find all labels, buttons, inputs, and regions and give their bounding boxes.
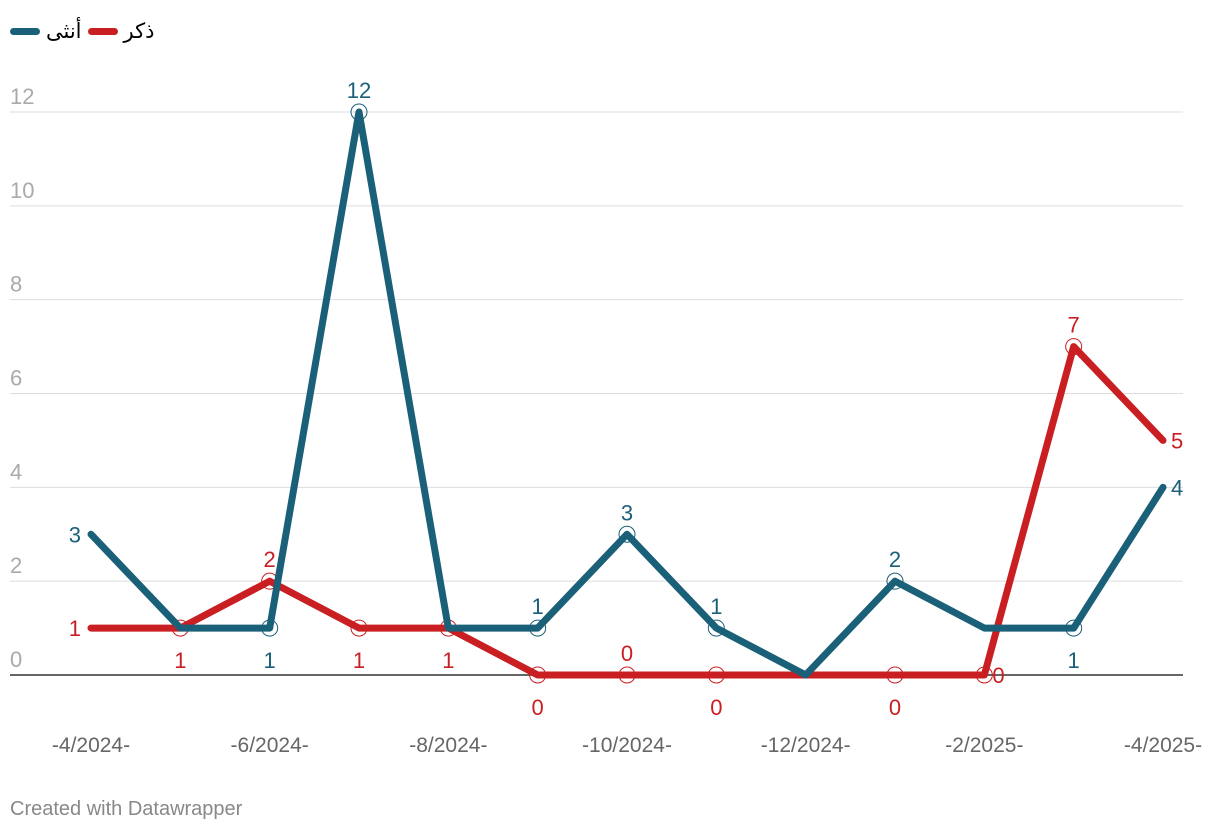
legend-swatch-male: [87, 27, 118, 35]
data-point-male: [350, 619, 368, 637]
x-tick-label: -4/2024-: [52, 734, 130, 757]
data-point-female: [261, 619, 279, 637]
data-label-female: 12: [347, 78, 371, 103]
data-label-male: 7: [1068, 313, 1080, 338]
x-tick-label: -6/2024-: [231, 734, 309, 757]
data-label-female: 1: [1068, 648, 1080, 673]
data-label-female: 3: [69, 522, 81, 547]
data-point-male: [975, 666, 993, 684]
data-label-male: 2: [264, 547, 276, 572]
data-label-female: 1: [710, 594, 722, 619]
y-tick-label: 10: [10, 178, 34, 203]
data-point-female: [707, 619, 725, 637]
data-label-male: 0: [621, 641, 633, 666]
data-point-male: [618, 666, 636, 684]
data-label-male: 0: [992, 663, 1004, 688]
y-tick-label: 2: [10, 553, 22, 578]
data-point-female: [886, 572, 904, 590]
x-tick-label: -4/2025-: [1124, 734, 1202, 757]
data-label-male: 1: [353, 648, 365, 673]
x-tick-label: -8/2024-: [409, 734, 487, 757]
x-tick-label: -10/2024-: [582, 734, 672, 757]
legend-label-female: أنثى: [46, 19, 82, 43]
legend-swatch-female: [10, 27, 40, 35]
data-point-female: [1065, 619, 1083, 637]
footer-credit: Created with Datawrapper: [10, 798, 243, 820]
data-label-male: 1: [174, 648, 186, 673]
legend-label-male: ذكر: [123, 19, 155, 43]
legend-item-female: أنثى: [10, 19, 82, 44]
data-label-female: 3: [621, 500, 633, 525]
series-line-male: [87, 343, 1167, 679]
y-tick-label: 8: [10, 272, 22, 297]
y-tick-label: 6: [10, 366, 22, 391]
x-tick-label: -2/2025-: [945, 734, 1023, 757]
data-label-female: 1: [264, 648, 276, 673]
data-label-male: 0: [532, 695, 544, 720]
data-point-male: [1065, 338, 1083, 356]
data-point-female: [618, 525, 636, 543]
data-label-male: 0: [889, 695, 901, 720]
data-point-male: [886, 666, 904, 684]
data-label-female: 4: [1171, 475, 1183, 500]
data-point-male: [707, 666, 725, 684]
legend-item-male: ذكر: [87, 19, 155, 44]
data-label-male: 5: [1171, 428, 1183, 453]
x-tick-label: -12/2024-: [761, 734, 851, 757]
series-line-female: [87, 108, 1167, 679]
data-label-male: 0: [710, 695, 722, 720]
data-point-female: [529, 619, 547, 637]
legend: أنثى ذكر: [10, 18, 160, 44]
y-tick-label: 4: [10, 459, 22, 484]
data-label-male: 1: [69, 616, 81, 641]
y-tick-label: 0: [10, 647, 22, 672]
data-point-male: [529, 666, 547, 684]
data-point-female: [350, 103, 368, 121]
data-label-female: 2: [889, 547, 901, 572]
data-label-male: 1: [442, 648, 454, 673]
data-label-female: 1: [532, 594, 544, 619]
y-tick-label: 12: [10, 84, 34, 109]
